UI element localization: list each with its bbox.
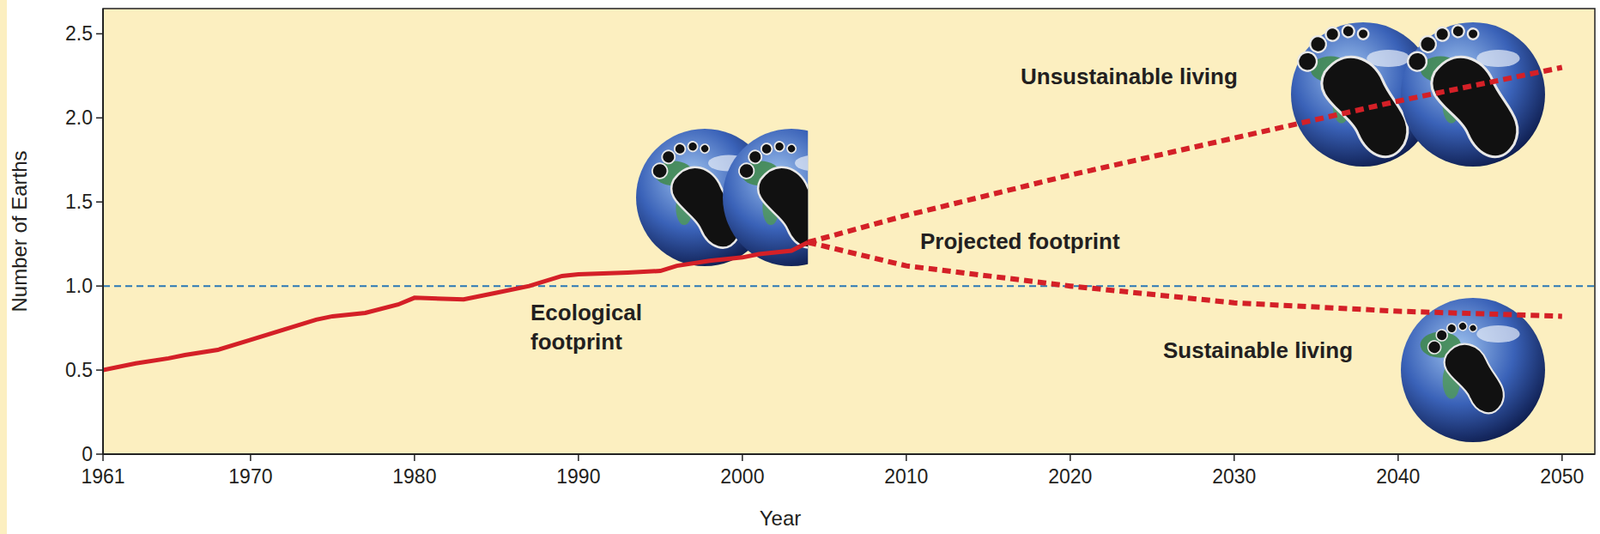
x-tick	[249, 454, 252, 461]
x-tick	[1397, 454, 1400, 461]
x-tick	[1069, 454, 1072, 461]
x-tick-label: 1961	[80, 465, 125, 488]
y-tick-label: 0	[81, 442, 93, 466]
x-axis-title: Year	[759, 506, 802, 530]
cloud	[1476, 49, 1520, 67]
y-axis-title: Number of Earths	[7, 150, 31, 312]
toe	[758, 141, 775, 158]
y-axis	[102, 8, 104, 455]
y-tick-label: 0.5	[65, 358, 93, 382]
toe	[1355, 26, 1370, 42]
x-tick-label: 2030	[1212, 465, 1256, 488]
y-tick	[96, 33, 104, 36]
toe	[1322, 24, 1342, 44]
globe-icon	[722, 128, 808, 267]
toe	[1456, 320, 1469, 333]
y-tick	[96, 117, 104, 120]
cloud	[1366, 49, 1410, 67]
y-tick	[96, 453, 104, 455]
x-axis	[103, 453, 1595, 455]
cloud	[1476, 325, 1520, 343]
toe	[685, 139, 700, 154]
series-label: Sustainable living	[1163, 337, 1353, 364]
sole	[1437, 335, 1514, 421]
y-tick-label: 1.0	[65, 274, 93, 297]
footprint	[1400, 10, 1545, 171]
label-line: footprint	[530, 328, 623, 355]
y-tick	[96, 369, 104, 371]
toe	[1449, 23, 1467, 41]
series-label: Unsustainable living	[1020, 63, 1238, 90]
x-tick	[413, 454, 416, 461]
y-tick-label: 1.5	[65, 190, 93, 213]
x-tick	[905, 454, 908, 461]
x-tick	[1561, 454, 1564, 461]
toe	[672, 141, 688, 158]
x-tick-label: 2000	[720, 465, 764, 488]
reference-line	[103, 284, 1595, 287]
series-line	[103, 242, 808, 370]
cloud	[794, 154, 808, 171]
x-tick-label: 2050	[1539, 465, 1584, 488]
x-tick	[102, 454, 104, 461]
x-tick-label: 1970	[228, 465, 273, 488]
plot-background	[103, 8, 1595, 455]
sole	[1422, 45, 1532, 169]
globe	[1400, 297, 1546, 443]
x-tick-label: 1990	[556, 465, 600, 488]
y-tick-label: 2.5	[65, 22, 93, 45]
x-tick-label: 2020	[1048, 465, 1092, 488]
globe-icon	[1400, 297, 1546, 443]
globe-icon	[1400, 10, 1546, 171]
toe	[785, 142, 798, 155]
footprint	[733, 129, 808, 259]
globe	[722, 128, 808, 267]
x-tick-label: 2010	[884, 465, 928, 488]
toe	[1467, 322, 1479, 334]
lines	[103, 67, 1563, 371]
x-tick-label: 1980	[392, 465, 437, 488]
plot-frame	[103, 8, 1595, 455]
y-tick	[96, 200, 104, 203]
y-tick	[96, 284, 104, 287]
y-tick-label: 2.0	[65, 106, 93, 129]
label-line: Ecological	[530, 299, 643, 326]
series-line	[807, 67, 1563, 243]
series-label: Projected footprint	[920, 228, 1121, 255]
toe	[1445, 321, 1459, 335]
toe	[698, 142, 711, 155]
x-tick	[1233, 454, 1236, 461]
chart: 0 0.5 1.0 1.5 2.0 2.5 1961 1970 1980 1990 2000 2010…	[0, 0, 1600, 534]
sole	[751, 157, 809, 257]
x-tick	[741, 454, 744, 461]
series-label: Ecologicalfootprint	[530, 299, 643, 355]
page-strip	[0, 0, 7, 534]
footprint	[1422, 311, 1522, 423]
toe	[772, 139, 787, 154]
x-tick-label: 2040	[1375, 465, 1420, 488]
toe	[1432, 24, 1452, 44]
x-tick	[577, 454, 580, 461]
toe	[1339, 23, 1358, 41]
toe	[1465, 26, 1480, 42]
